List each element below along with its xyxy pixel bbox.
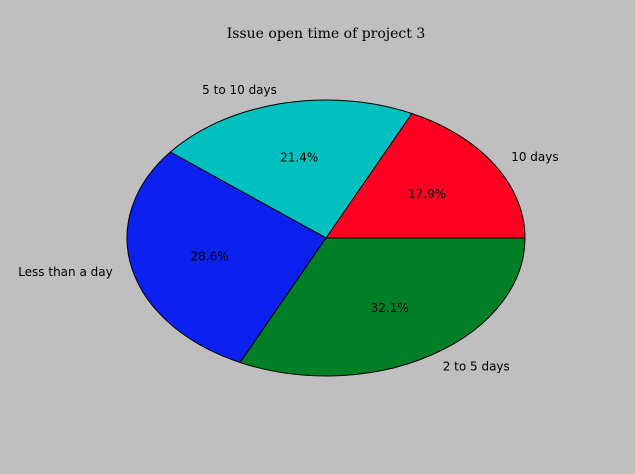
- percent-label-2-to-5-days: 32.1%: [371, 301, 409, 315]
- percent-label-less-than-a-day: 28.6%: [191, 250, 229, 264]
- pie-percent-labels: 17.9% 21.4% 28.6% 32.1%: [191, 150, 447, 315]
- category-label-10-days: 10 days: [511, 150, 558, 164]
- pie-slice-10-days: [325, 112, 526, 239]
- category-label-5-to-10-days: 5 to 10 days: [202, 83, 277, 97]
- pie-slice-2-to-5-days: [239, 237, 526, 377]
- category-label-2-to-5-days: 2 to 5 days: [443, 359, 510, 373]
- percent-label-10-days: 17.9%: [408, 187, 446, 201]
- category-label-less-than-a-day: Less than a day: [18, 265, 113, 279]
- pie-category-labels: 10 days 5 to 10 days Less than a day 2 to 5…: [18, 83, 558, 373]
- chart-title: Issue open time of project 3: [227, 26, 426, 42]
- pie-slices: [126, 99, 526, 377]
- percent-label-5-to-10-days: 21.4%: [280, 150, 318, 164]
- pie-slice-5-to-10-days: [169, 99, 413, 239]
